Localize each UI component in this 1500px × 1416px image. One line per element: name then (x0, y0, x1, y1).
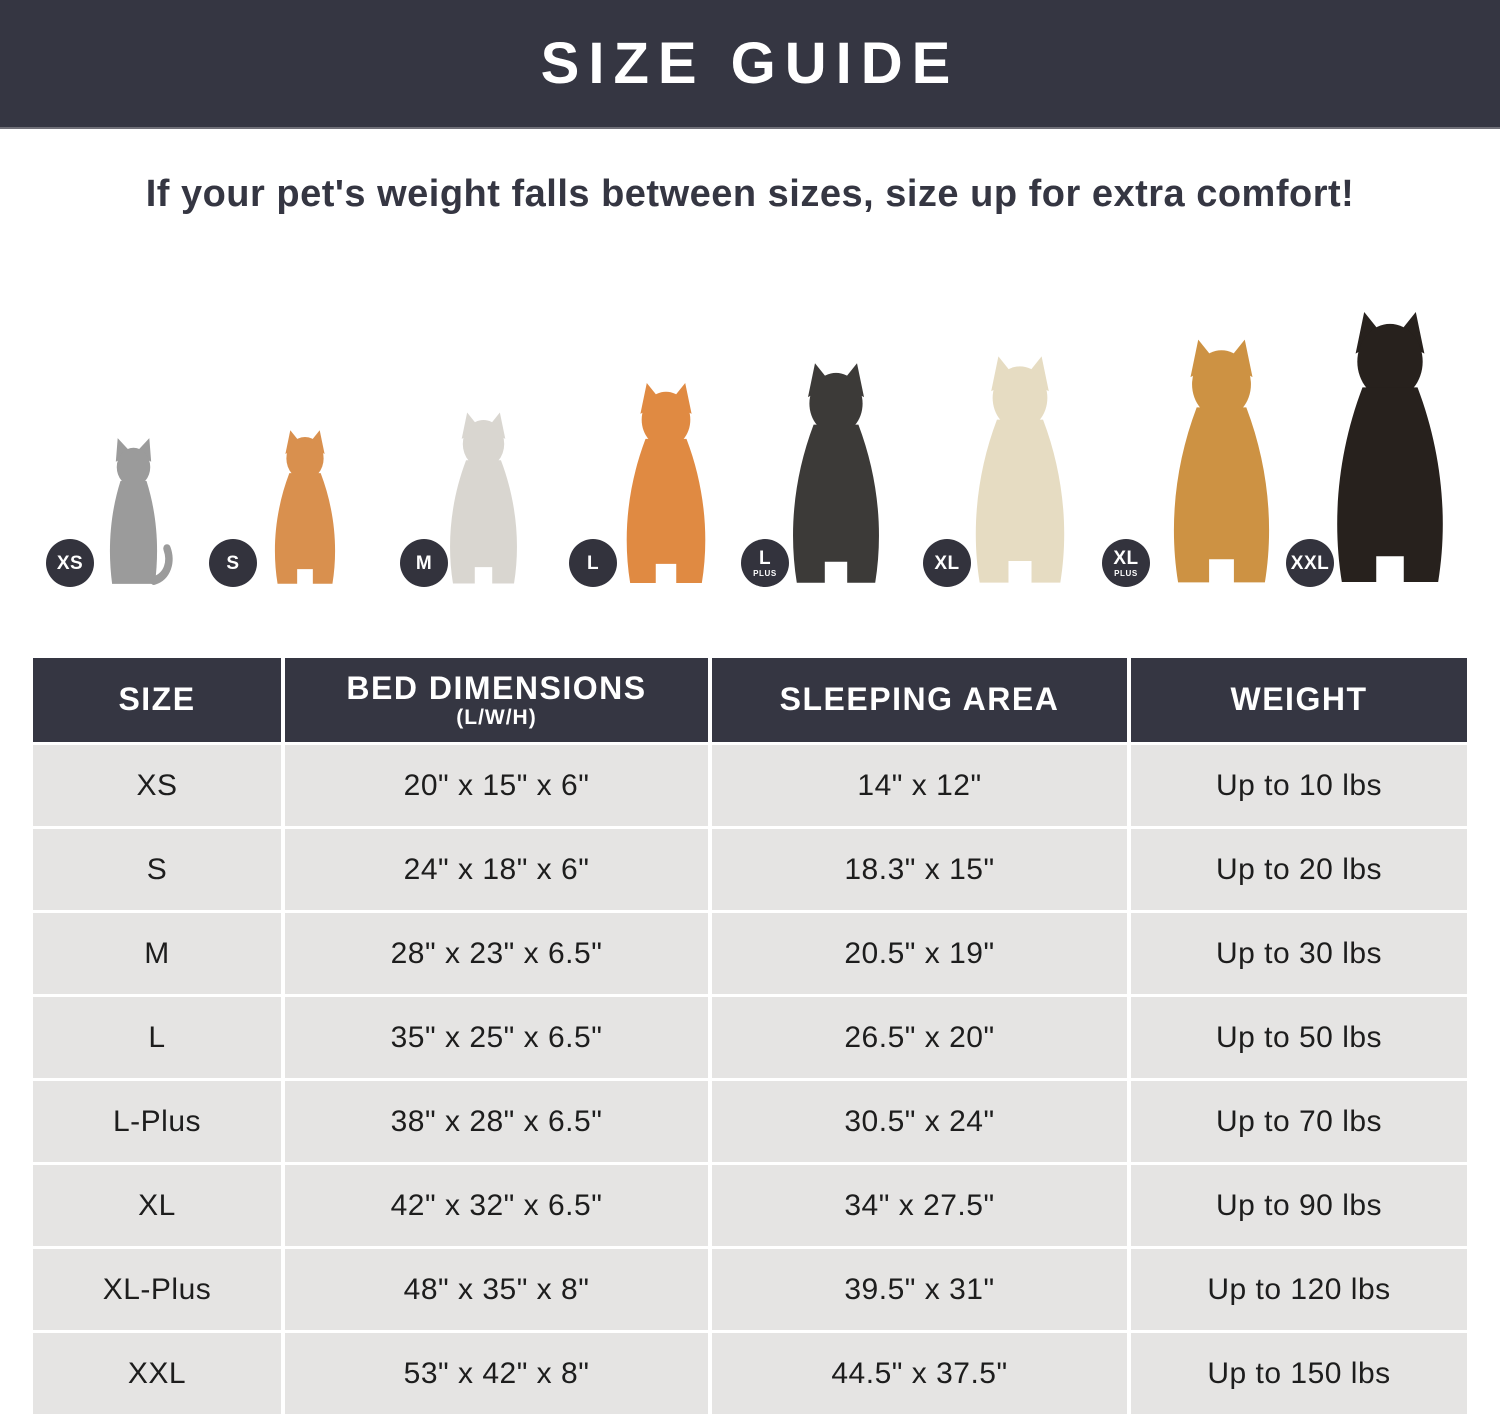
badge-label: XS (56, 552, 84, 574)
badge-label: M (415, 552, 433, 574)
cell-bed: 42" x 32" x 6.5" (285, 1165, 708, 1246)
badge-label: XL (934, 552, 960, 574)
column-header-label: SIZE (118, 681, 196, 718)
cell-size: XS (33, 745, 281, 826)
cell-sleeping: 26.5" x 20" (712, 997, 1127, 1078)
cell-sleeping: 18.3" x 15" (712, 829, 1127, 910)
subtitle-text: If your pet's weight falls between sizes… (145, 173, 1355, 215)
cell-bed: 35" x 25" x 6.5" (285, 997, 708, 1078)
column-header-bed-dimensions: BED DIMENSIONS (L/W/H) (285, 658, 708, 742)
size-badge-l-plus: L PLUS (741, 539, 789, 587)
column-header-label: SLEEPING AREA (779, 681, 1060, 718)
badge-label: L (586, 552, 600, 574)
size-badge-xl: XL (923, 539, 971, 587)
cell-weight: Up to 90 lbs (1131, 1165, 1467, 1246)
cell-bed: 20" x 15" x 6" (285, 745, 708, 826)
page-title: SIZE GUIDE (540, 31, 960, 96)
size-table: SIZE BED DIMENSIONS (L/W/H) SLEEPING AREA… (33, 658, 1467, 1414)
pet-photo-shiba-inu (602, 380, 730, 586)
cell-size: XL (33, 1165, 281, 1246)
pet-photo-border-collie (766, 360, 906, 586)
column-header-size: SIZE (33, 658, 281, 742)
column-header-label: WEIGHT (1230, 681, 1368, 718)
dog-silhouette (274, 430, 336, 584)
dog-silhouette (793, 363, 879, 583)
cat-silhouette (87, 436, 180, 586)
cell-weight: Up to 20 lbs (1131, 829, 1467, 910)
cell-sleeping: 44.5" x 37.5" (712, 1333, 1127, 1414)
cell-bed: 53" x 42" x 8" (285, 1333, 708, 1414)
cell-bed: 38" x 28" x 6.5" (285, 1081, 708, 1162)
pet-photo-cat (87, 436, 180, 586)
title-banner: SIZE GUIDE (0, 0, 1500, 129)
cell-weight: Up to 50 lbs (1131, 997, 1467, 1078)
cell-size: XXL (33, 1333, 281, 1414)
cell-weight: Up to 150 lbs (1131, 1333, 1467, 1414)
cell-size: XL-Plus (33, 1249, 281, 1330)
cell-size: L (33, 997, 281, 1078)
size-badge-l: L (569, 539, 617, 587)
cell-sleeping: 30.5" x 24" (712, 1081, 1127, 1162)
cell-sleeping: 14" x 12" (712, 745, 1127, 826)
dog-silhouette (1173, 339, 1270, 583)
cell-weight: Up to 120 lbs (1131, 1249, 1467, 1330)
pet-photo-doberman (1304, 308, 1476, 586)
cell-weight: Up to 30 lbs (1131, 913, 1467, 994)
cell-bed: 24" x 18" x 6" (285, 829, 708, 910)
column-header-weight: WEIGHT (1131, 658, 1467, 742)
pet-photo-labrador (948, 353, 1092, 586)
badge-label: XXL (1290, 552, 1330, 574)
size-badge-s: S (209, 539, 257, 587)
size-badge-m: M (400, 539, 448, 587)
pet-size-lineup: XS S M L L PLUS XL XL PLUS XXL (0, 300, 1500, 590)
size-badge-xxl: XXL (1286, 539, 1334, 587)
size-badge-xl-plus: XL PLUS (1102, 539, 1150, 587)
column-header-sleeping-area: SLEEPING AREA (712, 658, 1127, 742)
cell-bed: 48" x 35" x 8" (285, 1249, 708, 1330)
cell-sleeping: 20.5" x 19" (712, 913, 1127, 994)
cell-sleeping: 34" x 27.5" (712, 1165, 1127, 1246)
dog-silhouette (975, 356, 1065, 583)
pet-photo-pomeranian (256, 428, 354, 586)
cell-size: S (33, 829, 281, 910)
cell-weight: Up to 10 lbs (1131, 745, 1467, 826)
cell-bed: 28" x 23" x 6.5" (285, 913, 708, 994)
dog-silhouette (626, 382, 706, 584)
badge-label: XL (1113, 547, 1139, 569)
badge-sublabel: PLUS (753, 568, 777, 578)
dog-silhouette (1337, 311, 1443, 583)
badge-label: S (226, 552, 240, 574)
column-header-label: BED DIMENSIONS (346, 669, 647, 706)
cell-size: M (33, 913, 281, 994)
column-header-sublabel: (L/W/H) (456, 706, 537, 730)
cell-size: L-Plus (33, 1081, 281, 1162)
badge-label: L (758, 547, 772, 569)
size-badge-xs: XS (46, 539, 94, 587)
cell-weight: Up to 70 lbs (1131, 1081, 1467, 1162)
cell-sleeping: 39.5" x 31" (712, 1249, 1127, 1330)
badge-sublabel: PLUS (1114, 568, 1138, 578)
pet-photo-golden-retriever (1144, 336, 1299, 586)
